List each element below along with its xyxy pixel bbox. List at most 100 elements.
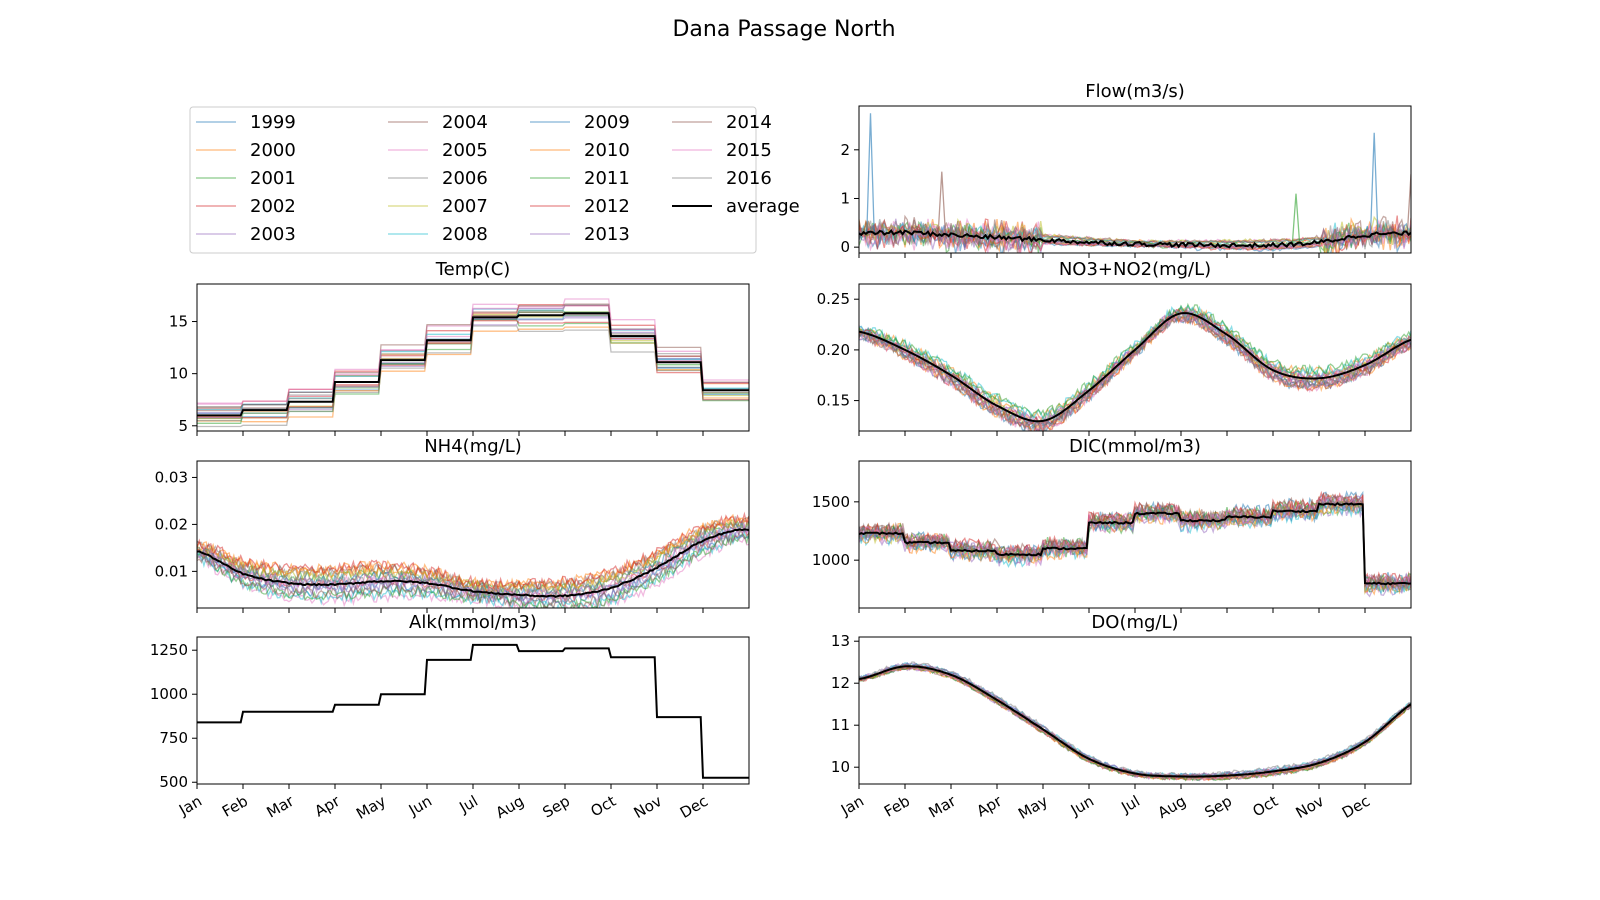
legend-frame <box>189 106 757 254</box>
legend-entry-2003: 2003 <box>196 224 296 245</box>
nh4-series-2014 <box>197 529 749 608</box>
legend-entry-2001: 2001 <box>196 168 296 189</box>
do-ytick-label: 12 <box>831 674 850 692</box>
alk-title: Alk(mmol/m3) <box>409 612 537 633</box>
legend-label: 2014 <box>726 112 772 133</box>
flow-ytick-label: 2 <box>840 141 850 159</box>
legend-entry-2016: 2016 <box>672 168 772 189</box>
legend-label: 2006 <box>442 168 488 189</box>
alk-ytick-label: 500 <box>159 773 188 791</box>
legend-label: 2016 <box>726 168 772 189</box>
nh4-series-2016 <box>197 522 749 602</box>
alk-ytick-label: 1250 <box>150 641 188 659</box>
flow-series-2015 <box>859 221 1411 253</box>
nh4-average-line <box>197 528 749 598</box>
no3-title: NO3+NO2(mg/L) <box>1059 259 1211 280</box>
legend-label: 1999 <box>250 112 296 133</box>
flow-ytick-label: 0 <box>840 238 850 256</box>
legend-label: 2004 <box>442 112 488 133</box>
flow-average-line <box>859 228 1411 250</box>
flow-peak <box>937 171 947 235</box>
nh4-series-2005 <box>197 535 749 608</box>
nh4-ytick-label: 0.01 <box>155 562 188 580</box>
legend: 1999 2000 2001 2002 2003 2004 2005 2006 2007 2008… <box>189 106 800 254</box>
legend-label: 2008 <box>442 224 488 245</box>
do-ytick-label: 13 <box>831 632 850 650</box>
legend-label: 2005 <box>442 140 488 161</box>
no3-lines <box>859 302 1411 431</box>
dic-lines <box>859 490 1411 598</box>
temp-panel: Temp(C) 5 10 15 <box>169 259 750 436</box>
no3-series-2011 <box>859 302 1411 420</box>
do-series-2016 <box>859 661 1411 778</box>
alk-lines <box>197 643 749 779</box>
do-title: DO(mg/L) <box>1091 612 1178 633</box>
temp-lines <box>197 298 749 428</box>
nh4-ytick-label: 0.03 <box>155 468 188 486</box>
legend-label: 2009 <box>584 112 630 133</box>
dic-panel: DIC(mmol/m3) 1000 1500 <box>812 436 1412 613</box>
temp-ytick-label: 15 <box>169 313 188 331</box>
nh4-ytick-label: 0.02 <box>155 515 188 533</box>
legend-entry-2007: 2007 <box>388 196 488 217</box>
nh4-lines <box>197 511 749 608</box>
legend-entry-average: average <box>672 196 800 217</box>
do-average-line <box>859 665 1411 778</box>
nh4-title: NH4(mg/L) <box>424 436 522 457</box>
legend-entry-2008: 2008 <box>388 224 488 245</box>
dic-title: DIC(mmol/m3) <box>1069 436 1201 457</box>
legend-label: 2000 <box>250 140 296 161</box>
alk-average-line <box>197 643 749 779</box>
temp-average-line <box>197 312 749 417</box>
flow-ytick-label: 1 <box>840 189 850 207</box>
no3-average-line <box>859 312 1411 423</box>
dic-average-line <box>859 502 1411 586</box>
legend-entry-2009: 2009 <box>530 112 630 133</box>
legend-entry-2012: 2012 <box>530 196 630 217</box>
legend-label: 2003 <box>250 224 296 245</box>
no3-panel: NO3+NO2(mg/L) 0.15 0.20 0.25 <box>817 259 1412 436</box>
legend-entry-2011: 2011 <box>530 168 630 189</box>
no3-ytick-label: 0.15 <box>817 392 850 410</box>
flow-title: Flow(m3/s) <box>1085 81 1185 102</box>
legend-label: 2001 <box>250 168 296 189</box>
flow-lines <box>859 113 1411 253</box>
legend-label: 2002 <box>250 196 296 217</box>
alk-ytick-label: 750 <box>159 729 188 747</box>
legend-entry-2014: 2014 <box>672 112 772 133</box>
no3-ytick-label: 0.25 <box>817 290 850 308</box>
legend-label: 2015 <box>726 140 772 161</box>
temp-title: Temp(C) <box>435 259 511 280</box>
legend-entry-2015: 2015 <box>672 140 772 161</box>
do-lines <box>859 661 1411 782</box>
legend-entry-2005: 2005 <box>388 140 488 161</box>
do-ytick-label: 11 <box>831 716 850 734</box>
temp-ytick-label: 10 <box>169 365 188 383</box>
flow-series-2014 <box>859 214 1411 250</box>
legend-label: 2010 <box>584 140 630 161</box>
legend-entry-2004: 2004 <box>388 112 488 133</box>
legend-entry-1999: 1999 <box>196 112 296 133</box>
flow-peak <box>1291 193 1301 245</box>
dic-ytick-label: 1000 <box>812 551 850 569</box>
flow-peak <box>1369 132 1379 235</box>
legend-label: 2013 <box>584 224 630 245</box>
figure-title: Dana Passage North <box>672 17 895 42</box>
legend-label: 2011 <box>584 168 630 189</box>
no3-ytick-label: 0.20 <box>817 341 850 359</box>
legend-label: average <box>726 196 800 217</box>
dic-ytick-label: 1500 <box>812 493 850 511</box>
legend-entry-2002: 2002 <box>196 196 296 217</box>
temp-ytick-label: 5 <box>178 417 188 435</box>
legend-entry-2006: 2006 <box>388 168 488 189</box>
flow-peak <box>1406 174 1411 234</box>
flow-panel: Flow(m3/s) 0 1 2 <box>840 81 1412 258</box>
do-ytick-label: 10 <box>831 758 850 776</box>
legend-entry-2013: 2013 <box>530 224 630 245</box>
legend-label: 2007 <box>442 196 488 217</box>
flow-peak <box>866 113 875 234</box>
legend-entry-2010: 2010 <box>530 140 630 161</box>
alk-ytick-label: 1000 <box>150 685 188 703</box>
legend-label: 2012 <box>584 196 630 217</box>
